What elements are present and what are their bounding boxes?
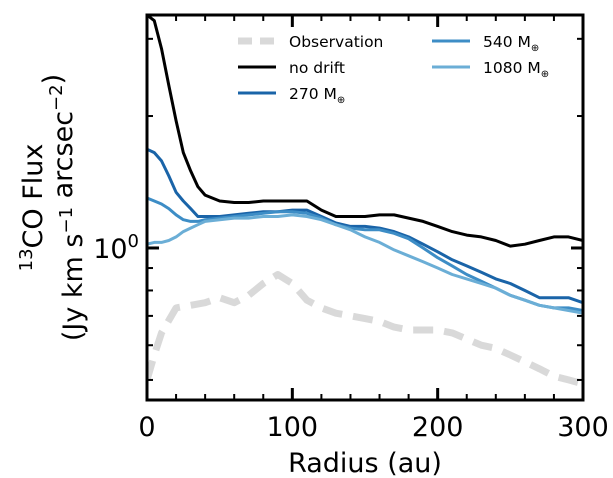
x-tick-label: 200: [412, 412, 464, 443]
x-tick-label: 300: [557, 412, 609, 443]
x-tick-label: 0: [138, 412, 155, 443]
legend-label: no drift: [289, 59, 345, 77]
series-line-0: [147, 271, 583, 388]
y-tick-label: 100: [93, 231, 139, 265]
x-tick-label: 100: [267, 412, 319, 443]
x-axis-label: Radius (au): [288, 448, 442, 478]
plot-frame: [145, 13, 585, 402]
legend-label: 270 M⊕: [289, 85, 345, 106]
y-axis-label-line1: 13CO Flux: [16, 144, 49, 272]
ticks-layer: 0 100 200 300 100: [93, 15, 609, 443]
axis-labels: Radius (au) 13CO Flux(Jy km s−1 arcsec−2): [16, 74, 442, 478]
series-line-3: [147, 196, 583, 312]
legend-label: 540 M⊕: [483, 33, 539, 54]
legend-label: Observation: [289, 33, 383, 51]
y-axis-label-line2: (Jy km s−1 arcsec−2): [38, 74, 89, 341]
legend: Observation no drift 270 M⊕ 540 M⊕ 1080 M⊕: [238, 33, 549, 106]
series-layer: [147, 15, 583, 388]
series-line-2: [147, 147, 583, 305]
series-line-4: [147, 213, 583, 315]
series-line-1: [147, 15, 583, 248]
legend-label: 1080 M⊕: [483, 59, 549, 80]
